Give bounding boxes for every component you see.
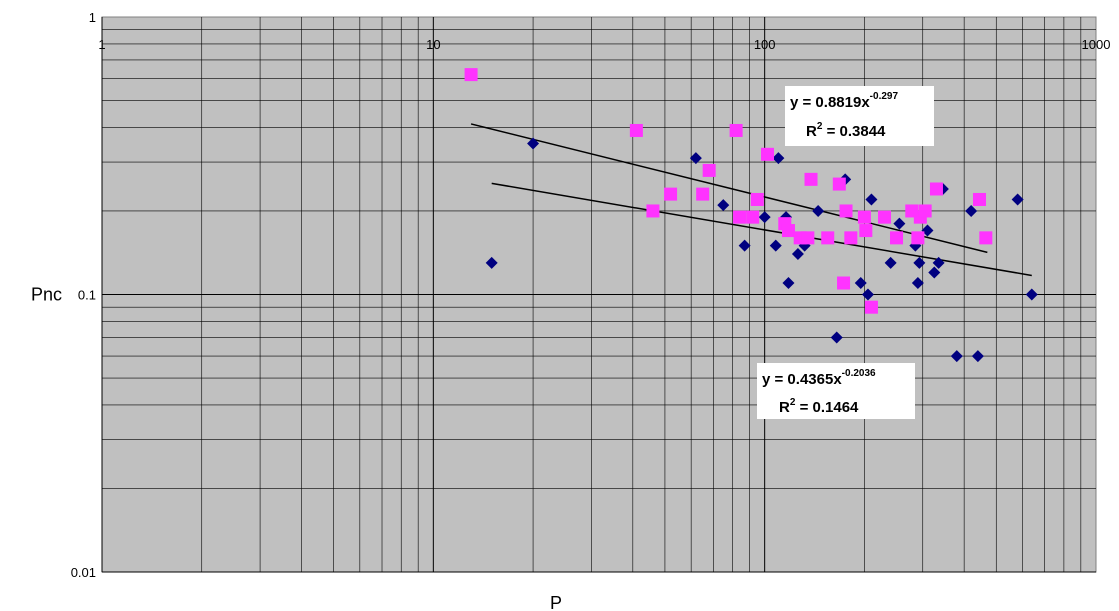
trendline-equation-1-r2-value: = 0.3844 bbox=[822, 123, 886, 140]
data-points bbox=[464, 68, 1038, 363]
trendline-equation-1-formula: y = 0.8819x-0.297 bbox=[790, 91, 898, 111]
series-1-point bbox=[738, 239, 751, 252]
y-tick-label: 1 bbox=[89, 10, 96, 25]
y-axis-title: Pnc bbox=[31, 285, 62, 305]
series-1-point bbox=[485, 256, 498, 269]
series-2-point bbox=[832, 177, 846, 191]
series-1-point bbox=[913, 256, 926, 269]
series-1-point bbox=[791, 247, 804, 260]
trendline-equation-1: y = 0.8819x-0.297 R2 = 0.3844 bbox=[785, 86, 934, 146]
series-2-point bbox=[918, 204, 932, 218]
series-1-point bbox=[1011, 193, 1024, 206]
series-2-point bbox=[821, 231, 835, 245]
series-2-point bbox=[646, 204, 660, 218]
series-2-point bbox=[664, 187, 678, 201]
series-2-point bbox=[857, 210, 871, 224]
series-2-point bbox=[746, 210, 760, 224]
series-2-point bbox=[781, 224, 795, 238]
trendline-equation-1-r2-sup: 2 bbox=[817, 121, 823, 132]
series-1-point bbox=[812, 204, 825, 217]
trendline-equation-2-exponent: -0.2036 bbox=[842, 368, 876, 379]
y-tick-label: 0.1 bbox=[78, 288, 96, 303]
trendline-equation-1-r2: R2 = 0.3844 bbox=[806, 121, 886, 140]
trendline-equation-2-r2-value: = 0.1464 bbox=[795, 399, 859, 416]
series-2-point bbox=[464, 68, 478, 82]
series-1-point bbox=[717, 199, 730, 212]
series-2-point bbox=[890, 231, 904, 245]
trendline-equation-2-r: R bbox=[779, 399, 790, 416]
series-1-point bbox=[865, 193, 878, 206]
series-1-point bbox=[971, 350, 984, 363]
series-2-point bbox=[801, 231, 815, 245]
series-1-point bbox=[782, 277, 795, 290]
series-2-point bbox=[839, 204, 853, 218]
grid-lines bbox=[101, 17, 1096, 573]
series-1-point bbox=[950, 350, 963, 363]
series-1-point bbox=[527, 137, 540, 150]
x-tick-label: 10 bbox=[426, 37, 440, 52]
trendline-equation-1-box bbox=[785, 86, 934, 146]
trendline-equation-2-r2-sup: 2 bbox=[790, 397, 796, 408]
trendline-equation-2-r2: R2 = 0.1464 bbox=[779, 397, 859, 416]
series-2-point bbox=[859, 224, 873, 238]
trendline-equation-2-formula: y = 0.4365x-0.2036 bbox=[762, 368, 876, 388]
series-2-point bbox=[761, 147, 775, 161]
series-2-point bbox=[629, 123, 643, 137]
series-1-point bbox=[769, 239, 782, 252]
series-1-point bbox=[772, 152, 785, 165]
series-1-point bbox=[854, 277, 867, 290]
series-2-point bbox=[804, 172, 818, 186]
series-2-point bbox=[878, 210, 892, 224]
trendline-equation-2-prefix: y = 0.4365x bbox=[762, 371, 842, 388]
series-1-point bbox=[928, 266, 941, 279]
series-2-point bbox=[729, 123, 743, 137]
series-2-point bbox=[696, 187, 710, 201]
x-tick-label: 100 bbox=[754, 37, 776, 52]
series-2-point bbox=[864, 300, 878, 314]
series-2-point bbox=[837, 276, 851, 290]
trendline-2 bbox=[470, 123, 988, 254]
x-tick-label: 1000 bbox=[1082, 37, 1111, 52]
trendline-equation-1-r: R bbox=[806, 123, 817, 140]
series-1-point bbox=[884, 256, 897, 269]
series-1-point bbox=[911, 277, 924, 290]
series-1-point bbox=[932, 256, 945, 269]
series-2-point bbox=[911, 231, 925, 245]
series-2-point bbox=[702, 163, 716, 177]
series-2-point bbox=[972, 192, 986, 206]
x-axis-title: P bbox=[550, 593, 562, 611]
trendline-equation-2: y = 0.4365x-0.2036 R2 = 0.1464 bbox=[757, 363, 915, 419]
trendline-equation-1-exponent: -0.297 bbox=[870, 91, 899, 102]
series-1-point bbox=[965, 204, 978, 217]
series-1-point bbox=[689, 152, 702, 165]
series-1-point bbox=[893, 217, 906, 230]
series-2-point bbox=[844, 231, 858, 245]
series-2-point bbox=[979, 231, 993, 245]
x-tick-label: 1 bbox=[98, 37, 105, 52]
trendline-equation-2-box bbox=[757, 363, 915, 419]
series-1-point bbox=[861, 288, 874, 301]
series-1-point bbox=[921, 224, 934, 237]
series-2-point bbox=[750, 192, 764, 206]
tick-labels: 1 10 100 1000 1 0.1 0.01 bbox=[71, 10, 1111, 580]
series-1-point bbox=[1025, 288, 1038, 301]
series-1-point bbox=[758, 211, 771, 224]
series-2-point bbox=[733, 210, 747, 224]
trendline-equation-1-prefix: y = 0.8819x bbox=[790, 94, 870, 111]
y-tick-label: 0.01 bbox=[71, 565, 96, 580]
series-1-point bbox=[830, 331, 843, 344]
series-2-point bbox=[929, 182, 943, 196]
